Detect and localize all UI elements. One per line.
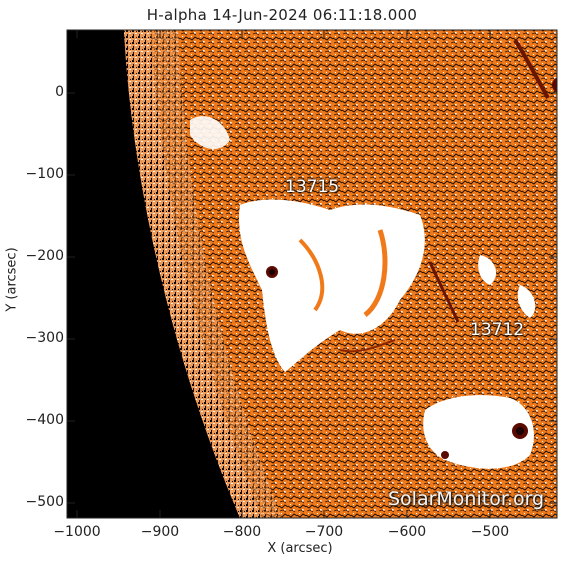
y-tick-label: −100 — [25, 166, 64, 182]
y-tick-label: −200 — [25, 248, 64, 264]
plot-frame — [66, 29, 558, 519]
y-tick-label: −500 — [25, 494, 64, 510]
plage-region-13715 — [239, 199, 425, 372]
region-label-13712: 13712 — [470, 320, 525, 340]
x-tick-label: −500 — [470, 524, 510, 540]
y-tick-label: −300 — [25, 330, 64, 346]
x-tick-label: −600 — [387, 524, 427, 540]
x-axis-ticks — [76, 30, 491, 518]
x-tick-label: −700 — [304, 524, 344, 540]
plage-region-13712 — [423, 395, 534, 469]
y-axis-ticks — [67, 92, 557, 504]
y-axis-label: Y (arcsec) — [4, 247, 20, 312]
region-label-13715: 13715 — [285, 177, 340, 197]
x-tick-label: −1000 — [53, 524, 101, 540]
filament — [428, 261, 460, 323]
watermark-logo: SolarMonitor.org — [388, 488, 545, 510]
y-tick-label: 0 — [55, 84, 64, 100]
solar-limb-band — [124, 30, 262, 518]
image-title: H-alpha 14-Jun-2024 06:11:18.000 — [146, 6, 418, 24]
y-tick-label: −400 — [25, 412, 64, 428]
x-tick-label: −800 — [222, 524, 262, 540]
x-axis-label: X (arcsec) — [267, 541, 333, 556]
x-tick-label: −900 — [140, 524, 180, 540]
